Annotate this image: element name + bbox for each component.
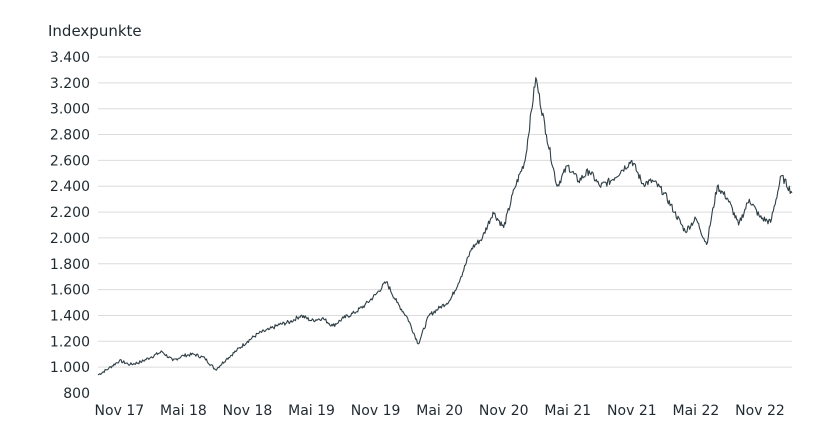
y-tick-label: 2.200: [50, 205, 90, 221]
y-tick-label: 1.600: [50, 283, 90, 299]
series-layer: [97, 77, 793, 376]
x-tick-label: Nov 21: [607, 403, 657, 419]
x-tick-label: Mai 22: [673, 403, 720, 419]
x-tick-label: Mai 19: [288, 403, 335, 419]
y-tick-labels: 800 1.000 1.200 1.400 1.600 1.800 2.000 2.200 2.…: [50, 50, 90, 402]
y-tick-label: 800: [63, 386, 90, 402]
x-tick-labels: Nov 17 Mai 18 Nov 18 Mai 19 Nov 19 Mai 20 Nov …: [95, 403, 785, 419]
y-tick-label: 1.800: [50, 257, 90, 273]
y-tick-label: 2.000: [50, 231, 90, 247]
y-axis-title: Indexpunkte: [48, 22, 142, 40]
y-tick-label: 2.800: [50, 128, 90, 144]
x-tick-label: Nov 22: [735, 403, 785, 419]
y-tick-label: 1.200: [50, 334, 90, 350]
y-tick-label: 2.600: [50, 153, 90, 169]
y-tick-label: 1.400: [50, 308, 90, 324]
x-tick-label: Mai 18: [160, 403, 207, 419]
y-tick-label: 3.200: [50, 76, 90, 92]
y-tick-label: 3.000: [50, 102, 90, 118]
y-tick-label: 2.400: [50, 179, 90, 195]
x-tick-label: Nov 19: [351, 403, 401, 419]
x-tick-label: Nov 20: [479, 403, 529, 419]
y-tick-label: 3.400: [50, 50, 90, 66]
grid-lines: [98, 56, 792, 368]
x-tick-label: Mai 21: [544, 403, 591, 419]
y-tick-label: 1.000: [50, 360, 90, 376]
series-line: [97, 77, 793, 376]
x-tick-label: Nov 17: [95, 403, 145, 419]
x-tick-label: Nov 18: [223, 403, 273, 419]
x-tick-label: Mai 20: [416, 403, 463, 419]
